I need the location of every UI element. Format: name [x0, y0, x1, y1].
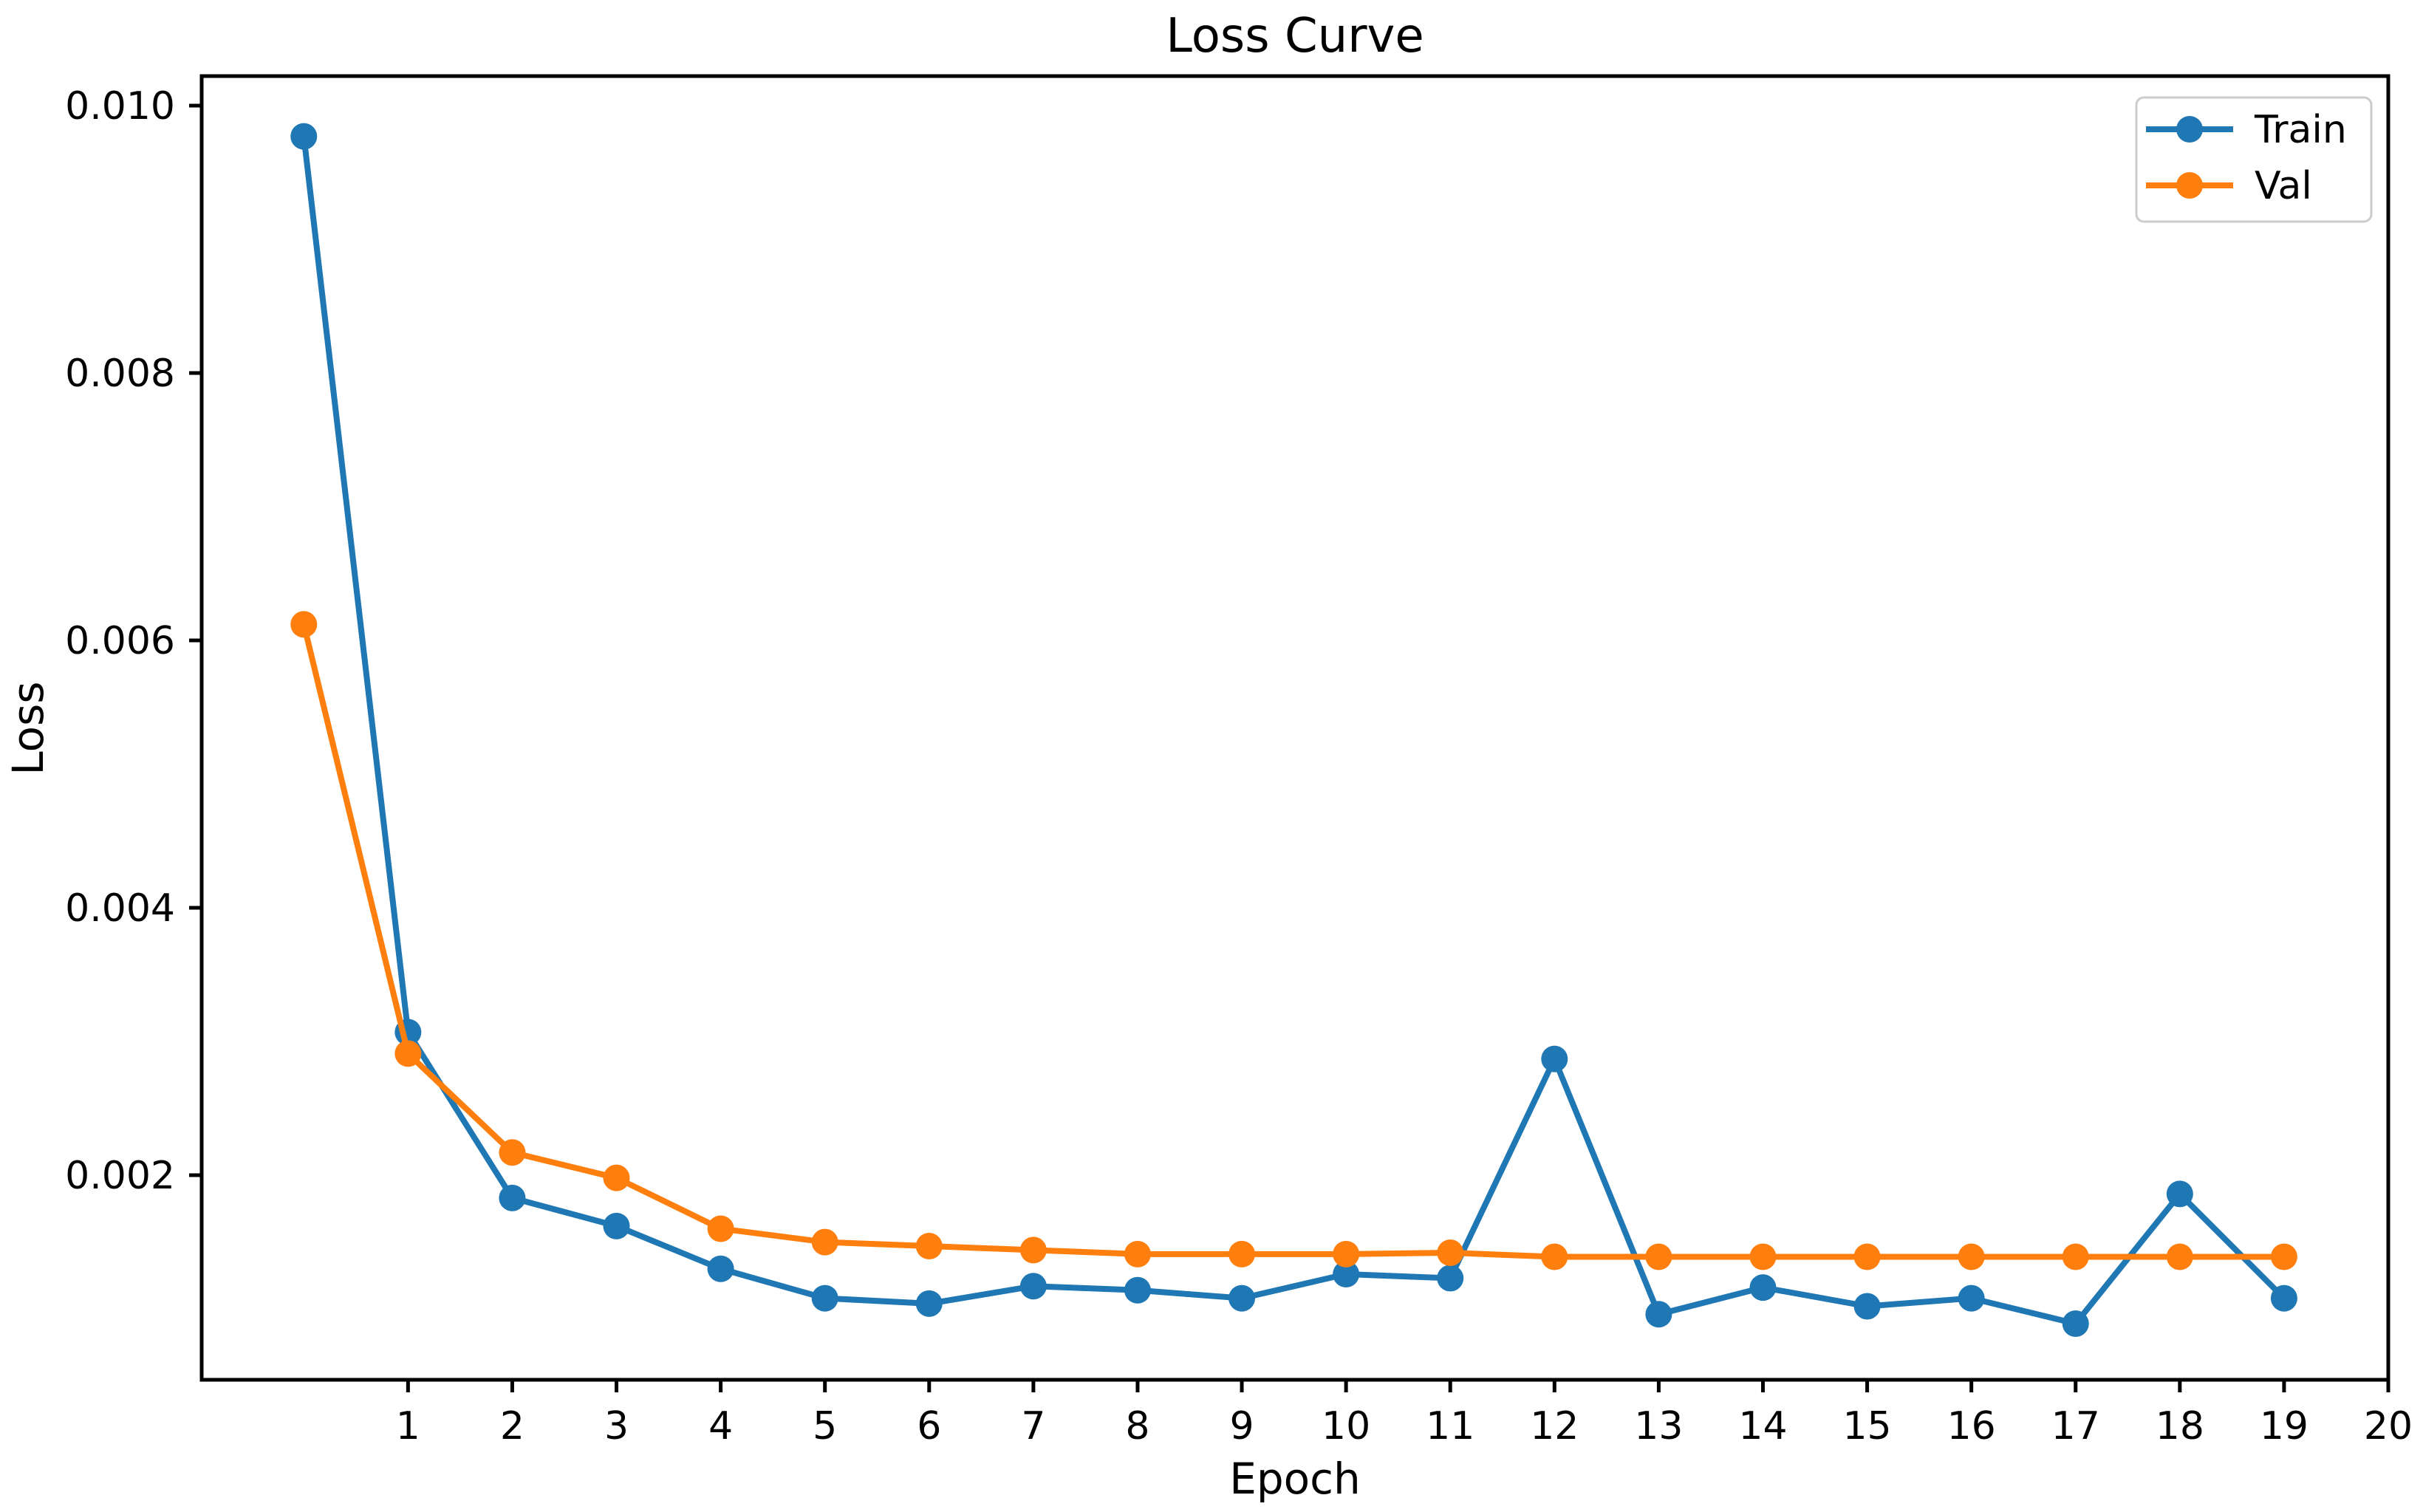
data-point-train	[1853, 1293, 1881, 1320]
data-point-val	[915, 1232, 943, 1259]
legend-entry-val: Val	[2146, 164, 2312, 208]
x-tick-label: 4	[708, 1404, 733, 1448]
x-tick-label: 20	[2364, 1404, 2413, 1448]
data-point-train	[811, 1284, 838, 1312]
x-tick-label: 15	[1842, 1404, 1891, 1448]
data-point-train	[2270, 1284, 2297, 1312]
data-point-train	[2166, 1180, 2193, 1208]
legend: Train Val	[2135, 96, 2373, 223]
data-point-val	[1019, 1236, 1047, 1264]
data-point-train	[1333, 1261, 1360, 1288]
data-point-val	[1124, 1240, 1151, 1268]
x-tick-label: 8	[1125, 1404, 1149, 1448]
data-point-val	[2166, 1243, 2193, 1270]
val-marker-swatch	[2176, 172, 2203, 199]
data-point-train	[499, 1184, 526, 1211]
legend-label-val: Val	[2255, 164, 2312, 208]
y-tick-label: 0.010	[65, 84, 175, 129]
data-point-val	[1228, 1240, 1256, 1268]
data-point-train	[603, 1212, 630, 1239]
data-point-val	[394, 1040, 422, 1067]
data-point-val	[1541, 1243, 1568, 1270]
x-tick-label: 11	[1426, 1404, 1474, 1448]
data-point-val	[2062, 1243, 2089, 1270]
plot-area	[202, 76, 2388, 1380]
data-point-train	[1019, 1273, 1047, 1300]
data-point-train	[1124, 1276, 1151, 1304]
data-point-val	[499, 1139, 526, 1166]
data-point-train	[707, 1255, 734, 1282]
data-point-train	[2062, 1310, 2089, 1337]
legend-label-train: Train	[2254, 108, 2347, 152]
y-tick-label: 0.004	[65, 886, 175, 931]
series-line-val	[301, 621, 2287, 1260]
x-tick-label: 3	[604, 1404, 629, 1448]
data-point-val	[290, 611, 318, 638]
series-layer	[290, 123, 2297, 1337]
x-tick-label: 5	[813, 1404, 837, 1448]
x-tick-label: 6	[917, 1404, 941, 1448]
train-marker-swatch	[2176, 116, 2203, 143]
y-tick-label: 0.006	[65, 619, 175, 663]
data-point-val	[1645, 1243, 1672, 1270]
data-point-val	[707, 1215, 734, 1242]
data-point-val	[1853, 1243, 1881, 1270]
data-point-train	[290, 123, 318, 150]
data-point-train	[1541, 1045, 1568, 1073]
data-point-val	[2270, 1243, 2297, 1270]
x-tick-label: 16	[1947, 1404, 1996, 1448]
data-point-train	[1645, 1301, 1672, 1328]
y-tick-label: 0.002	[65, 1154, 175, 1198]
data-point-val	[1333, 1240, 1360, 1268]
x-tick-label: 12	[1530, 1404, 1579, 1448]
x-tick-label: 9	[1229, 1404, 1254, 1448]
ticks-layer: 1 2 3 4 5 6 7 8 9 10 11 12 13 14 15 16 17 18 19 200.0020.00…	[65, 84, 2413, 1448]
data-point-train	[1749, 1274, 1777, 1301]
chart-title: Loss Curve	[1166, 9, 1424, 64]
y-axis-label: Loss	[3, 681, 53, 775]
y-tick-label: 0.008	[65, 352, 175, 396]
data-point-val	[1749, 1243, 1777, 1270]
axes-border	[199, 74, 2390, 1382]
x-tick-label: 2	[500, 1404, 524, 1448]
data-point-train	[1228, 1284, 1256, 1312]
data-point-val	[603, 1164, 630, 1191]
x-tick-label: 18	[2156, 1404, 2204, 1448]
x-tick-label: 10	[1322, 1404, 1370, 1448]
legend-entry-train: Train	[2146, 108, 2347, 152]
x-tick-label: 17	[2051, 1404, 2100, 1448]
data-point-train	[915, 1290, 943, 1317]
data-point-val	[811, 1228, 838, 1256]
x-tick-label: 14	[1738, 1404, 1787, 1448]
data-point-val	[1958, 1243, 1985, 1270]
x-axis-label: Epoch	[1229, 1454, 1361, 1504]
data-point-val	[1437, 1239, 1464, 1267]
x-tick-label: 1	[396, 1404, 420, 1448]
data-point-train	[1437, 1265, 1464, 1292]
x-tick-label: 19	[2260, 1404, 2308, 1448]
series-line-train	[301, 133, 2287, 1327]
x-tick-label: 13	[1634, 1404, 1683, 1448]
x-tick-label: 7	[1021, 1404, 1045, 1448]
data-point-train	[1958, 1284, 1985, 1312]
